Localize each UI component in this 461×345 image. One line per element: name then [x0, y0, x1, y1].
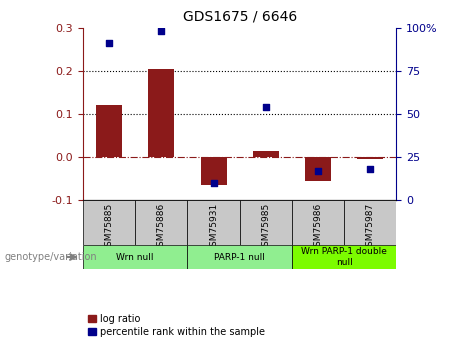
Text: GSM75985: GSM75985 [261, 202, 270, 252]
Bar [96, 105, 122, 157]
FancyBboxPatch shape [83, 245, 188, 269]
Text: Wrn null: Wrn null [117, 253, 154, 262]
Bar [201, 157, 227, 185]
FancyBboxPatch shape [292, 245, 396, 269]
Point [106, 40, 113, 46]
FancyBboxPatch shape [292, 200, 344, 245]
FancyBboxPatch shape [188, 245, 292, 269]
Bar [148, 69, 174, 157]
Point [210, 180, 217, 186]
Text: GSM75931: GSM75931 [209, 202, 218, 252]
FancyBboxPatch shape [188, 200, 240, 245]
Text: Wrn PARP-1 double
null: Wrn PARP-1 double null [301, 247, 387, 267]
Bar [253, 150, 279, 157]
Text: GSM75885: GSM75885 [105, 202, 113, 252]
Legend: log ratio, percentile rank within the sample: log ratio, percentile rank within the sa… [88, 314, 265, 337]
Text: GSM75987: GSM75987 [366, 202, 375, 252]
Point [262, 104, 270, 110]
FancyBboxPatch shape [135, 200, 188, 245]
Text: GSM75886: GSM75886 [157, 202, 166, 252]
FancyBboxPatch shape [83, 200, 135, 245]
Point [158, 28, 165, 34]
FancyBboxPatch shape [344, 200, 396, 245]
FancyBboxPatch shape [240, 200, 292, 245]
Text: genotype/variation: genotype/variation [5, 252, 97, 262]
Text: GSM75986: GSM75986 [313, 202, 323, 252]
Bar [305, 157, 331, 181]
Point [314, 168, 322, 174]
Point [366, 166, 374, 172]
Text: PARP-1 null: PARP-1 null [214, 253, 265, 262]
Bar [357, 157, 384, 159]
Title: GDS1675 / 6646: GDS1675 / 6646 [183, 10, 297, 24]
